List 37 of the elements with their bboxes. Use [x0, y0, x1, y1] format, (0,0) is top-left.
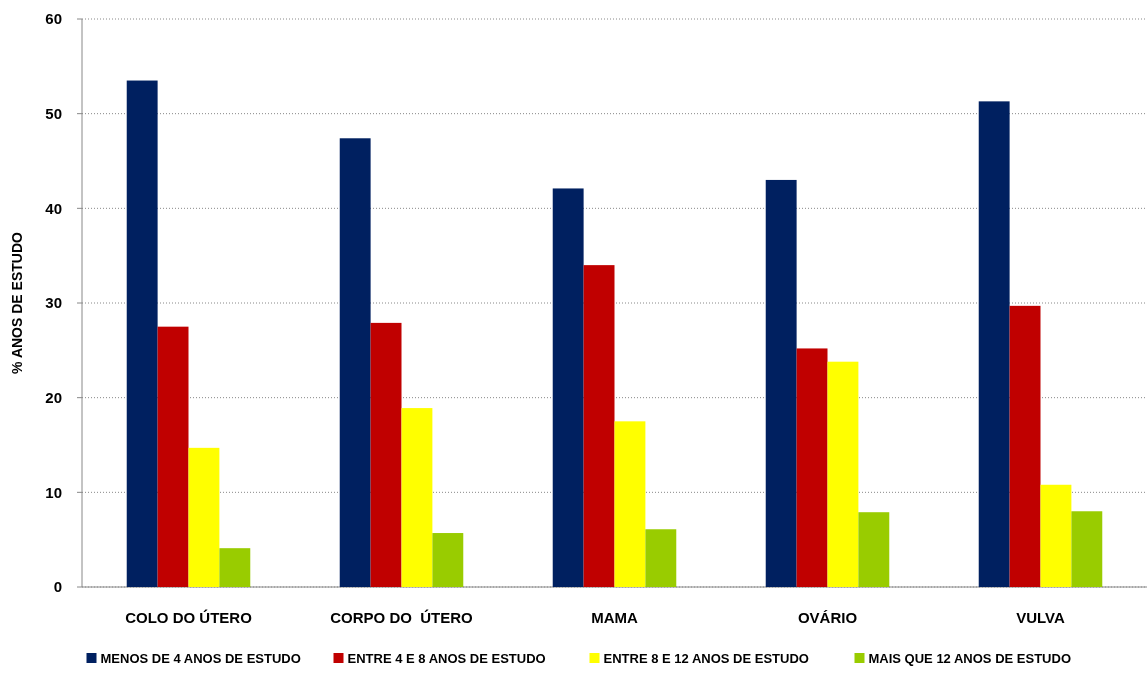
y-axis-title: % ANOS DE ESTUDO — [9, 231, 25, 374]
bar — [339, 138, 371, 587]
legend-label: MENOS DE 4 ANOS DE ESTUDO — [100, 651, 301, 666]
bar — [401, 408, 433, 587]
legend-label: ENTRE 8 E 12 ANOS DE ESTUDO — [603, 651, 809, 666]
y-tick-label: 0 — [53, 578, 62, 596]
bar — [1009, 305, 1041, 587]
x-tick-label: OVÁRIO — [797, 609, 858, 626]
x-tick-label: CORPO DO ÚTERO — [330, 609, 474, 626]
bar — [765, 179, 797, 587]
legend-label: MAIS QUE 12 ANOS DE ESTUDO — [868, 651, 1071, 666]
bar — [583, 265, 615, 587]
bar — [978, 101, 1010, 587]
bar — [219, 548, 251, 587]
y-tick-label: 40 — [45, 199, 62, 217]
legend-label: ENTRE 4 E 8 ANOS DE ESTUDO — [347, 651, 546, 666]
bar — [126, 80, 158, 587]
bar — [796, 348, 828, 587]
bar — [827, 361, 859, 587]
x-tick-label: VULVA — [1016, 609, 1065, 626]
bar — [858, 512, 890, 587]
bar — [1040, 484, 1072, 587]
y-tick-label: 30 — [45, 294, 62, 312]
y-tick-label: 20 — [45, 388, 62, 406]
x-tick-label: MAMA — [591, 609, 638, 626]
bar — [1071, 511, 1103, 587]
y-tick-label: 60 — [45, 10, 62, 28]
bar — [370, 322, 402, 587]
bar — [432, 533, 464, 587]
bar — [188, 447, 220, 587]
bar — [552, 188, 584, 587]
y-tick-label: 50 — [45, 104, 62, 122]
bar — [614, 421, 646, 587]
y-tick-label: 10 — [45, 483, 62, 501]
bar — [645, 529, 677, 587]
bar — [157, 326, 189, 587]
x-tick-label: COLO DO ÚTERO — [125, 609, 253, 626]
